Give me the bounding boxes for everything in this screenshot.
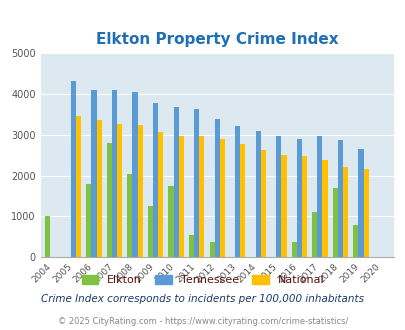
Bar bbox=[352, 225, 358, 257]
Bar bbox=[332, 188, 337, 257]
Bar bbox=[322, 160, 327, 257]
Bar bbox=[240, 145, 245, 257]
Bar bbox=[96, 120, 101, 257]
Bar bbox=[311, 213, 317, 257]
Bar bbox=[178, 136, 183, 257]
Bar bbox=[214, 119, 219, 257]
Bar bbox=[194, 109, 199, 257]
Bar bbox=[358, 148, 362, 257]
Bar bbox=[132, 92, 137, 257]
Bar bbox=[337, 140, 342, 257]
Bar bbox=[91, 90, 96, 257]
Bar bbox=[45, 216, 50, 257]
Bar bbox=[342, 167, 347, 257]
Bar bbox=[275, 136, 281, 257]
Bar bbox=[153, 103, 158, 257]
Text: Crime Index corresponds to incidents per 100,000 inhabitants: Crime Index corresponds to incidents per… bbox=[41, 294, 364, 304]
Bar bbox=[317, 136, 322, 257]
Bar bbox=[112, 90, 117, 257]
Bar bbox=[260, 150, 265, 257]
Bar bbox=[86, 184, 91, 257]
Bar bbox=[76, 116, 81, 257]
Bar bbox=[296, 139, 301, 257]
Bar bbox=[117, 124, 122, 257]
Bar bbox=[219, 139, 224, 257]
Bar bbox=[301, 156, 306, 257]
Bar bbox=[168, 186, 173, 257]
Title: Elkton Property Crime Index: Elkton Property Crime Index bbox=[96, 32, 338, 48]
Legend: Elkton, Tennessee, National: Elkton, Tennessee, National bbox=[78, 271, 327, 289]
Bar bbox=[199, 136, 204, 257]
Bar bbox=[127, 174, 132, 257]
Bar bbox=[173, 107, 178, 257]
Bar bbox=[137, 125, 143, 257]
Bar bbox=[362, 169, 368, 257]
Bar bbox=[71, 82, 76, 257]
Bar bbox=[158, 132, 163, 257]
Bar bbox=[107, 143, 112, 257]
Bar bbox=[188, 235, 194, 257]
Bar bbox=[147, 206, 153, 257]
Bar bbox=[281, 155, 286, 257]
Text: © 2025 CityRating.com - https://www.cityrating.com/crime-statistics/: © 2025 CityRating.com - https://www.city… bbox=[58, 317, 347, 326]
Bar bbox=[255, 131, 260, 257]
Bar bbox=[234, 126, 240, 257]
Bar bbox=[209, 242, 214, 257]
Bar bbox=[291, 242, 296, 257]
